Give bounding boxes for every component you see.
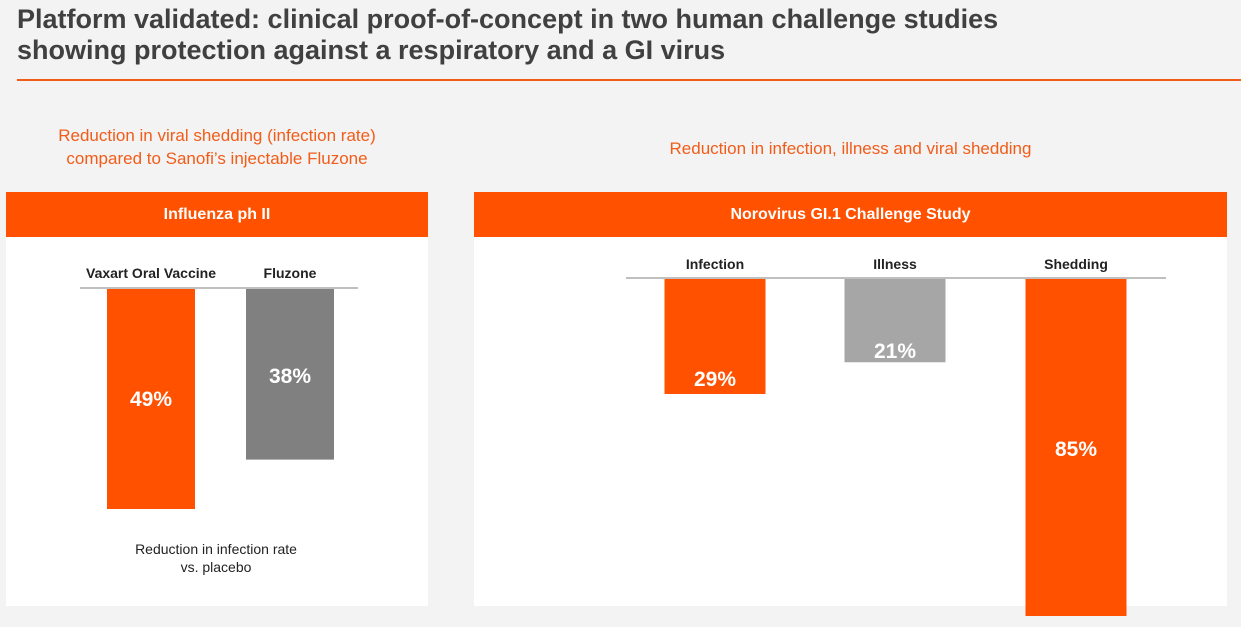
right-subtitle: Reduction in infection, illness and vira…: [669, 139, 1032, 158]
value-label-fluzone: 38%: [269, 365, 311, 388]
value-label-infection: 29%: [694, 368, 736, 391]
influenza-chart: Vaxart Oral Vaccine 49% Fluzone 38%: [80, 265, 358, 509]
norovirus-panel: Norovirus GI.1 Challenge Study Infection…: [474, 192, 1227, 616]
category-label-fluzone: Fluzone: [264, 265, 317, 281]
footnote-line-2: vs. placebo: [180, 559, 252, 575]
category-label-infection: Infection: [686, 256, 744, 272]
page-title: Platform validated: clinical proof-of-co…: [17, 4, 1217, 66]
category-label-shedding: Shedding: [1044, 256, 1108, 272]
bar-fluzone: [246, 289, 334, 460]
value-label-illness: 21%: [874, 340, 916, 363]
value-label-vaxart-oral-vaccine: 49%: [130, 388, 172, 411]
category-label-vaxart-oral-vaccine: Vaxart Oral Vaccine: [86, 265, 216, 281]
bar-illness: [844, 279, 946, 363]
left-subtitle-line-1: Reduction in viral shedding (infection r…: [58, 126, 376, 145]
footnote-line-1: Reduction in infection rate: [135, 541, 297, 557]
bar-shedding: [1025, 279, 1127, 616]
bar-infection: [664, 279, 766, 394]
norovirus-panel-header: Norovirus GI.1 Challenge Study: [474, 192, 1227, 237]
title-divider: [17, 79, 1241, 81]
left-subtitle: Reduction in viral shedding (infection r…: [6, 124, 428, 170]
influenza-footnote: Reduction in infection rate vs. placebo: [6, 540, 426, 576]
left-subtitle-line-2: compared to Sanofi’s injectable Fluzone: [66, 149, 368, 168]
bar-vaxart-oral-vaccine: [107, 289, 195, 509]
title-line-2: showing protection against a respiratory…: [17, 35, 726, 65]
value-label-shedding: 85%: [1055, 438, 1097, 461]
category-label-illness: Illness: [873, 256, 917, 272]
title-line-1: Platform validated: clinical proof-of-co…: [17, 4, 999, 34]
influenza-panel-header: Influenza ph II: [6, 192, 428, 237]
influenza-panel: Influenza ph II Vaxart Oral Vaccine 49% Fl…: [6, 192, 428, 606]
norovirus-chart: Infection 29% Illness 21% Shedding 85%: [626, 256, 1166, 616]
